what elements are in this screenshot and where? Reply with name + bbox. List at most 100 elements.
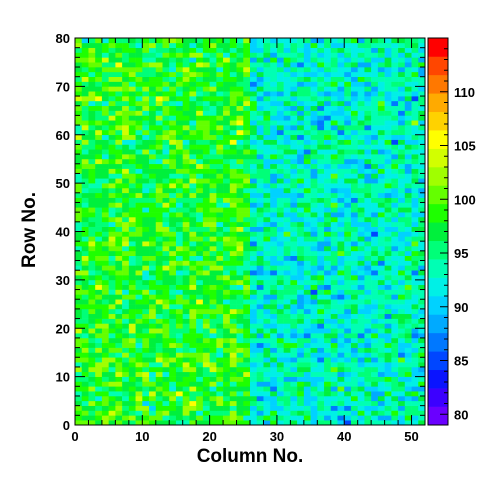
heatmap-cell (196, 202, 204, 208)
heatmap-cell (290, 357, 298, 363)
heatmap-cell (263, 241, 271, 247)
heatmap-cell (404, 192, 412, 198)
heatmap-cell (169, 241, 177, 247)
heatmap-cell (202, 168, 210, 174)
heatmap-cell (155, 318, 163, 324)
heatmap-cell (297, 231, 305, 237)
heatmap-cell (209, 304, 217, 310)
heatmap-cell (169, 386, 177, 392)
heatmap-cell (81, 47, 89, 53)
heatmap-cell (418, 241, 426, 247)
heatmap-cell (182, 47, 190, 53)
heatmap-cell (398, 294, 406, 300)
heatmap-cell (243, 395, 251, 402)
heatmap-cell (122, 47, 130, 53)
heatmap-cell (276, 265, 284, 271)
heatmap-cell (250, 100, 258, 107)
heatmap-cell (256, 38, 264, 44)
heatmap-cell (297, 81, 305, 87)
heatmap-cell (290, 47, 298, 53)
heatmap-cell (303, 86, 311, 92)
heatmap-cell (418, 294, 426, 300)
heatmap-cell (115, 71, 123, 77)
heatmap-cell (418, 197, 426, 203)
heatmap-cell (337, 304, 345, 310)
heatmap-cell (75, 328, 83, 334)
heatmap-cell (377, 328, 385, 334)
heatmap-cell (337, 134, 345, 140)
heatmap-cell (135, 381, 143, 387)
heatmap-cell (236, 415, 244, 421)
heatmap-cell (155, 352, 163, 358)
heatmap-cell (317, 139, 325, 145)
heatmap-cell (149, 183, 157, 189)
heatmap-cell (243, 371, 251, 377)
heatmap-cell (162, 96, 170, 102)
heatmap-cell (142, 352, 150, 358)
heatmap-cell (344, 129, 352, 136)
heatmap-cell (283, 129, 291, 136)
heatmap-cell (223, 158, 231, 165)
heatmap-cell (377, 362, 385, 368)
heatmap-cell (108, 328, 116, 334)
heatmap-cell (330, 386, 338, 392)
heatmap-cell (337, 110, 345, 116)
heatmap-cell (324, 420, 332, 426)
heatmap-cell (297, 381, 305, 387)
heatmap-cell (411, 81, 419, 87)
heatmap-cell (162, 52, 170, 58)
heatmap-cell (189, 323, 197, 329)
heatmap-cell (75, 415, 83, 421)
heatmap-cell (182, 115, 190, 121)
heatmap-cell (115, 86, 123, 92)
heatmap-cell (162, 241, 170, 247)
heatmap-cell (317, 352, 325, 358)
heatmap-cell (276, 342, 284, 348)
heatmap-cell (101, 91, 109, 97)
heatmap-cell (371, 250, 379, 256)
heatmap-cell (398, 71, 406, 77)
heatmap-cell (202, 289, 210, 295)
heatmap-cell (229, 395, 237, 402)
heatmap-cell (250, 125, 258, 131)
heatmap-cell (371, 120, 379, 126)
heatmap-cell (276, 250, 284, 256)
heatmap-cell (344, 96, 352, 102)
heatmap-cell (202, 236, 210, 242)
heatmap-cell (364, 304, 372, 310)
heatmap-cell (404, 313, 412, 319)
heatmap-cell (364, 366, 372, 373)
heatmap-cell (182, 342, 190, 348)
heatmap-cell (189, 284, 197, 290)
heatmap-cell (250, 241, 258, 247)
heatmap-cell (135, 144, 143, 150)
heatmap-cell (236, 81, 244, 87)
heatmap-cell (243, 76, 251, 82)
heatmap-cell (317, 250, 325, 256)
heatmap-cell (175, 221, 183, 227)
heatmap-cell (155, 294, 163, 300)
heatmap-cell (263, 212, 271, 218)
heatmap-cell (377, 110, 385, 116)
heatmap-cell (135, 376, 143, 382)
heatmap-cell (250, 371, 258, 377)
heatmap-cell (75, 318, 83, 324)
heatmap-cell (229, 168, 237, 174)
heatmap-cell (142, 183, 150, 189)
heatmap-cell (101, 100, 109, 107)
heatmap-cell (155, 323, 163, 329)
heatmap-cell (189, 52, 197, 58)
heatmap-cell (209, 391, 217, 397)
heatmap-cell (310, 294, 318, 300)
heatmap-cell (175, 105, 183, 111)
heatmap-cell (243, 236, 251, 242)
heatmap-cell (88, 187, 96, 194)
heatmap-cell (263, 400, 271, 406)
heatmap-cell (371, 81, 379, 87)
heatmap-cell (236, 212, 244, 218)
heatmap-cell (404, 400, 412, 406)
heatmap-cell (209, 337, 217, 344)
heatmap-cell (411, 255, 419, 261)
heatmap-cell (135, 168, 143, 174)
heatmap-cell (216, 275, 224, 281)
